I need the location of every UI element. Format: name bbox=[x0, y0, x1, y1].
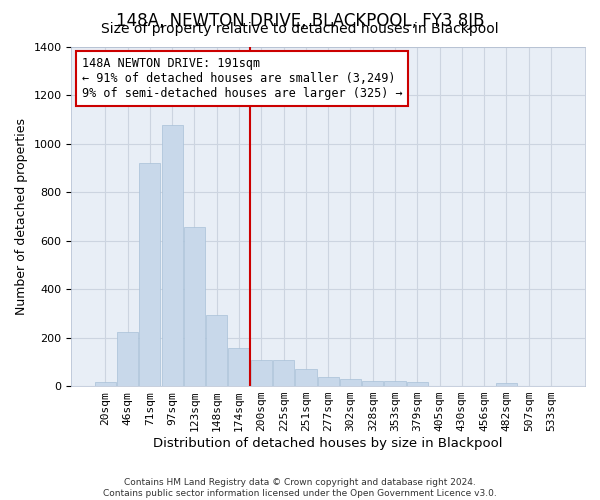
Bar bbox=[184, 227, 205, 386]
Bar bbox=[251, 360, 272, 386]
Bar bbox=[317, 377, 339, 386]
Bar bbox=[340, 380, 361, 386]
Bar bbox=[161, 126, 183, 386]
Text: Size of property relative to detached houses in Blackpool: Size of property relative to detached ho… bbox=[101, 22, 499, 36]
Bar bbox=[295, 368, 317, 386]
Text: 148A, NEWTON DRIVE, BLACKPOOL, FY3 8JB: 148A, NEWTON DRIVE, BLACKPOOL, FY3 8JB bbox=[116, 12, 484, 30]
Bar bbox=[362, 380, 383, 386]
X-axis label: Distribution of detached houses by size in Blackpool: Distribution of detached houses by size … bbox=[154, 437, 503, 450]
Text: Contains HM Land Registry data © Crown copyright and database right 2024.
Contai: Contains HM Land Registry data © Crown c… bbox=[103, 478, 497, 498]
Bar bbox=[496, 383, 517, 386]
Y-axis label: Number of detached properties: Number of detached properties bbox=[15, 118, 28, 315]
Bar bbox=[95, 382, 116, 386]
Bar bbox=[117, 332, 138, 386]
Bar bbox=[407, 382, 428, 386]
Bar bbox=[206, 314, 227, 386]
Bar bbox=[385, 380, 406, 386]
Bar bbox=[273, 360, 294, 386]
Bar bbox=[229, 348, 250, 386]
Text: 148A NEWTON DRIVE: 191sqm
← 91% of detached houses are smaller (3,249)
9% of sem: 148A NEWTON DRIVE: 191sqm ← 91% of detac… bbox=[82, 56, 402, 100]
Bar bbox=[139, 163, 160, 386]
